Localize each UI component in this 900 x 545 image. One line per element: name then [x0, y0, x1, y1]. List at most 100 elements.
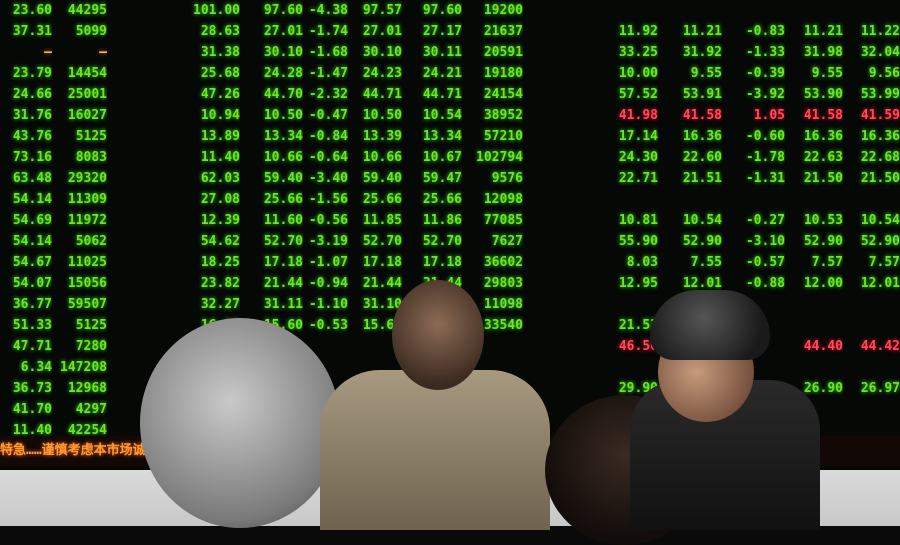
quote-cell: 25001	[67, 87, 107, 102]
quote-cell: 27.08	[200, 192, 240, 207]
quote-cell: 10.94	[200, 108, 240, 123]
quote-cell: 57.52	[618, 87, 658, 102]
quote-cell: 1.05	[753, 108, 785, 123]
quote-cell: 147208	[60, 360, 107, 375]
quote-cell: 11.40	[200, 150, 240, 165]
quote-cell	[527, 42, 599, 63]
quote-cell: 12.01	[682, 276, 722, 291]
quote-cell: 36.73	[12, 381, 52, 396]
quote-cell: -0.27	[745, 213, 785, 228]
quote-cell: 32.27	[200, 297, 240, 312]
quote-row: 43.76 5125 13.89 13.34 -0.84 13.39 13.34 57210 1…	[0, 126, 900, 147]
quote-cell: 31.76	[12, 108, 52, 123]
quote-cell: -3.40	[308, 171, 348, 186]
quote-cell: 10.54	[682, 213, 722, 228]
quote-cell: 12.95	[618, 276, 658, 291]
quote-cell: 17.14	[618, 129, 658, 144]
quote-cell: 30.11	[422, 45, 462, 60]
quote-cell: 11.92	[618, 24, 658, 39]
quote-cell: 16027	[67, 108, 107, 123]
quote-cell	[785, 189, 843, 210]
quote-cell: 11.86	[422, 213, 462, 228]
quote-cell: 10.50	[263, 108, 303, 123]
quote-cell: 11.21	[682, 24, 722, 39]
quote-cell	[110, 189, 182, 210]
quote-cell: 10.66	[362, 150, 402, 165]
quote-cell: 47.71	[12, 339, 52, 354]
quote-cell: 8.03	[626, 255, 658, 270]
quote-cell	[662, 0, 722, 21]
quote-cell: 22.68	[860, 150, 900, 165]
quote-cell	[785, 0, 843, 21]
quote-cell: 7627	[491, 234, 523, 249]
quote-cell: 31.38	[200, 45, 240, 60]
quote-cell: 24.66	[12, 87, 52, 102]
quote-cell	[600, 189, 658, 210]
quote-cell: 9.55	[811, 66, 843, 81]
quote-cell	[725, 189, 785, 210]
quote-cell: 41.98	[618, 108, 658, 123]
quote-cell: 54.62	[200, 234, 240, 249]
quote-cell: 31.11	[263, 297, 303, 312]
quote-cell: 24.23	[362, 66, 402, 81]
quote-cell: -0.57	[745, 255, 785, 270]
quote-cell: 22.63	[803, 150, 843, 165]
quote-cell	[110, 294, 182, 315]
quote-row: — — 31.38 30.10 -1.68 30.10 30.11 20591 33.25 31.…	[0, 42, 900, 63]
quote-cell: -1.74	[308, 24, 348, 39]
quote-row: 47.71 7280 46.50 44.40 44.42	[0, 336, 900, 357]
quote-cell: 5099	[75, 24, 107, 39]
quote-cell: -4.38	[308, 3, 348, 18]
spectator-center-jacket	[320, 370, 550, 530]
quote-cell: 30.10	[263, 45, 303, 60]
spectator-center-head	[392, 280, 484, 390]
quote-cell: 21637	[483, 24, 523, 39]
quote-cell: 97.60	[263, 3, 303, 18]
quote-cell	[840, 315, 900, 336]
quote-cell: 24.21	[422, 66, 462, 81]
quote-cell: 33.25	[618, 45, 658, 60]
quote-cell: 7.55	[690, 255, 722, 270]
quote-cell: —	[44, 45, 52, 60]
quote-cell: 23.82	[200, 276, 240, 291]
quote-row: 63.48 29320 62.03 59.40 -3.40 59.40 59.47 9576 2…	[0, 168, 900, 189]
quote-cell: —	[99, 45, 107, 60]
quote-cell: 16.36	[682, 129, 722, 144]
quote-cell: 52.90	[682, 234, 722, 249]
quote-cell: 37.31	[12, 24, 52, 39]
quote-cell: 31.10	[362, 297, 402, 312]
quote-row: 54.14 5062 54.62 52.70 -3.19 52.70 52.70 7627 55…	[0, 231, 900, 252]
quote-cell: 55.90	[618, 234, 658, 249]
quote-cell	[110, 21, 182, 42]
quote-cell: 24.30	[618, 150, 658, 165]
quote-cell: 53.99	[860, 87, 900, 102]
quote-cell: 31.92	[682, 45, 722, 60]
quote-cell: 59.47	[422, 171, 462, 186]
quote-cell: -0.64	[308, 150, 348, 165]
quote-cell: 21.51	[682, 171, 722, 186]
quote-cell: 11098	[483, 297, 523, 312]
quote-cell	[527, 105, 599, 126]
quote-cell: 11.40	[12, 423, 52, 438]
quote-cell: 22.71	[618, 171, 658, 186]
quote-cell: 53.91	[682, 87, 722, 102]
spectator-left	[130, 318, 360, 528]
quote-cell	[110, 147, 182, 168]
quote-cell	[110, 42, 182, 63]
spectator-cap	[630, 290, 820, 530]
quote-cell: 4297	[75, 402, 107, 417]
quote-cell: 27.01	[263, 24, 303, 39]
quote-cell: 10.67	[422, 150, 462, 165]
quote-cell: 17.18	[422, 255, 462, 270]
quote-cell: 41.58	[682, 108, 722, 123]
quote-row: 41.70 4297	[0, 399, 900, 420]
quote-cell	[527, 231, 599, 252]
quote-cell: 52.70	[422, 234, 462, 249]
quote-cell: 10.81	[618, 213, 658, 228]
quote-cell: -0.56	[308, 213, 348, 228]
quote-cell: 63.48	[12, 171, 52, 186]
quote-cell: 25.68	[200, 66, 240, 81]
quote-cell: 52.90	[860, 234, 900, 249]
quote-cell: 12.00	[803, 276, 843, 291]
